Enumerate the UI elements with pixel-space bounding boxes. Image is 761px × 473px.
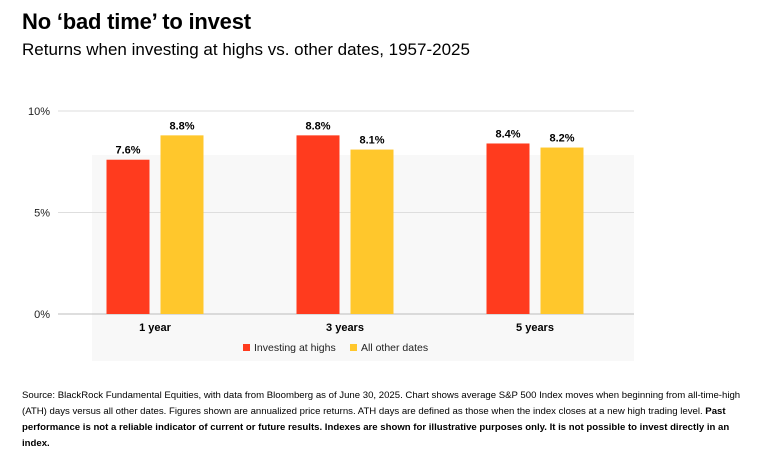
legend-swatch (350, 344, 357, 351)
chart-subtitle: Returns when investing at highs vs. othe… (22, 40, 470, 59)
data-label: 8.1% (359, 135, 384, 147)
y-tick-label: 5% (34, 208, 50, 220)
x-tick-label: 5 years (516, 322, 554, 334)
y-tick-label: 10% (28, 106, 50, 118)
legend-swatch (243, 344, 250, 351)
chart-title: No ‘bad time’ to invest (22, 9, 251, 34)
bar-investing-at-highs (486, 143, 530, 314)
source-text: Source: BlackRock Fundamental Equities, … (22, 390, 741, 417)
bar-all-other-dates (350, 149, 394, 314)
bar-all-other-dates (160, 135, 204, 314)
disclaimer-text: Past performance is not a reliable indic… (22, 406, 730, 449)
chart-area: 0% 5% 10% 7.6% 8.8% 1 year 8.8% 8.1% 3 years 8.4%… (0, 90, 761, 370)
y-tick-label: 0% (34, 309, 50, 321)
data-label: 8.8% (305, 120, 330, 132)
bar-investing-at-highs (296, 135, 340, 314)
data-label: 7.6% (115, 145, 140, 157)
x-tick-label: 3 years (326, 322, 364, 334)
bar-chart: 0% 5% 10% 7.6% 8.8% 1 year 8.8% 8.1% 3 years 8.4%… (28, 106, 634, 361)
data-label: 8.8% (169, 120, 194, 132)
data-label: 8.4% (495, 128, 520, 140)
bar-investing-at-highs (106, 159, 150, 314)
source-footnote: Source: BlackRock Fundamental Equities, … (22, 388, 747, 452)
data-label: 8.2% (549, 133, 574, 145)
legend-label: All other dates (361, 342, 428, 354)
legend-label: Investing at highs (254, 342, 336, 354)
x-tick-label: 1 year (139, 322, 172, 334)
bar-all-other-dates (540, 147, 584, 314)
